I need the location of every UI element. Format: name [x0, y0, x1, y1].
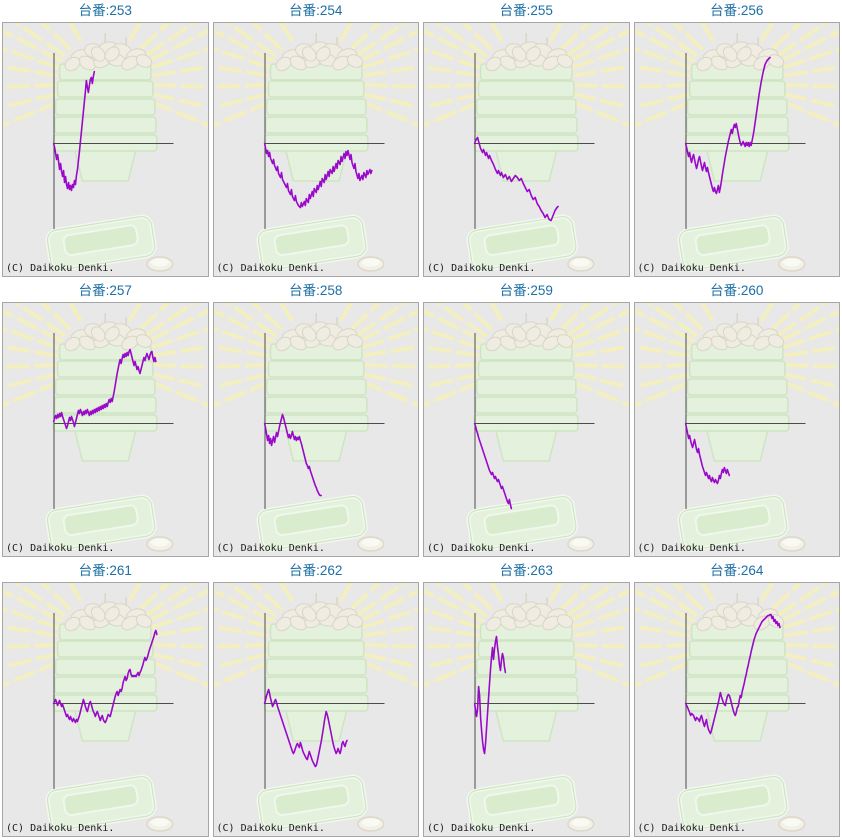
copyright-label: (C) Daikoku Denki. — [6, 823, 115, 834]
copyright-label: (C) Daikoku Denki. — [6, 263, 115, 274]
watermark-illustration — [3, 303, 208, 552]
payout-graph — [634, 583, 839, 832]
payout-line — [473, 422, 513, 510]
copyright-label: (C) Daikoku Denki. — [427, 263, 536, 274]
payout-line — [473, 136, 559, 222]
machine-title: 台番:255 — [499, 3, 553, 18]
machine-title: 台番:254 — [289, 3, 343, 18]
machine-cell-255: 台番:255 (C) Daikoku Denki. — [421, 0, 632, 280]
payout-graph — [3, 23, 208, 272]
machine-cell-257: 台番:257 (C) Daikoku Denki. — [0, 280, 211, 560]
copyright-label: (C) Daikoku Denki. — [216, 263, 325, 274]
payout-line — [684, 56, 771, 195]
copyright-label: (C) Daikoku Denki. — [637, 263, 746, 274]
payout-graph — [634, 23, 839, 272]
machine-title: 台番:264 — [710, 563, 764, 578]
graph-panel: (C) Daikoku Denki. — [423, 302, 630, 557]
graph-panel: (C) Daikoku Denki. — [2, 22, 209, 277]
copyright-label: (C) Daikoku Denki. — [427, 543, 536, 554]
machine-cell-261: 台番:261 (C) Daikoku Denki. — [0, 560, 211, 840]
payout-line — [473, 635, 507, 755]
payout-line — [263, 413, 322, 497]
payout-line — [52, 348, 157, 430]
copyright-label: (C) Daikoku Denki. — [216, 543, 325, 554]
watermark-illustration — [213, 23, 418, 272]
watermark-illustration — [634, 303, 839, 552]
graph-panel: (C) Daikoku Denki. — [2, 302, 209, 557]
machine-cell-259: 台番:259 (C) Daikoku Denki. — [421, 280, 632, 560]
graph-panel: (C) Daikoku Denki. — [423, 22, 630, 277]
watermark-illustration — [213, 303, 418, 552]
machine-title: 台番:261 — [78, 563, 132, 578]
machine-cell-254: 台番:254 (C) Daikoku Denki. — [211, 0, 422, 280]
copyright-label: (C) Daikoku Denki. — [427, 823, 536, 834]
graph-panel: (C) Daikoku Denki. — [212, 302, 419, 557]
payout-line — [52, 70, 96, 192]
machine-title: 台番:259 — [499, 283, 553, 298]
machine-cell-253: 台番:253 (C) Daikoku Denki. — [0, 0, 211, 280]
graph-panel: (C) Daikoku Denki. — [212, 582, 419, 837]
watermark-illustration — [3, 23, 208, 272]
machine-title: 台番:253 — [78, 3, 132, 18]
machine-cell-264: 台番:264 (C) Daikoku Denki. — [632, 560, 842, 840]
machine-title: 台番:257 — [78, 283, 132, 298]
graph-panel: (C) Daikoku Denki. — [633, 22, 840, 277]
payout-line — [684, 422, 730, 485]
machine-title: 台番:262 — [289, 563, 343, 578]
machine-cell-260: 台番:260 (C) Daikoku Denki. — [632, 280, 842, 560]
watermark-illustration — [634, 583, 839, 832]
payout-line — [684, 613, 781, 735]
payout-graph — [213, 583, 418, 832]
machine-cell-256: 台番:256 (C) Daikoku Denki. — [632, 0, 842, 280]
payout-graph — [424, 583, 629, 832]
payout-graph — [213, 303, 418, 552]
copyright-label: (C) Daikoku Denki. — [637, 543, 746, 554]
watermark-illustration — [634, 23, 839, 272]
graph-panel: (C) Daikoku Denki. — [212, 22, 419, 277]
graph-panel: (C) Daikoku Denki. — [2, 582, 209, 837]
payout-line — [263, 688, 348, 768]
machine-title: 台番:263 — [499, 563, 553, 578]
payout-graph — [424, 303, 629, 552]
watermark-illustration — [213, 583, 418, 832]
copyright-label: (C) Daikoku Denki. — [637, 823, 746, 834]
payout-graph — [634, 303, 839, 552]
watermark-illustration — [424, 303, 629, 552]
watermark-illustration — [424, 583, 629, 832]
machine-cell-262: 台番:262 (C) Daikoku Denki. — [211, 560, 422, 840]
machine-title: 台番:260 — [710, 283, 764, 298]
payout-graph — [3, 583, 208, 832]
payout-line — [52, 629, 158, 724]
payout-line — [263, 142, 373, 209]
machine-title: 台番:256 — [710, 3, 764, 18]
watermark-illustration — [424, 23, 629, 272]
watermark-illustration — [3, 583, 208, 832]
copyright-label: (C) Daikoku Denki. — [216, 823, 325, 834]
machine-title: 台番:258 — [289, 283, 343, 298]
payout-graph — [3, 303, 208, 552]
payout-graph — [213, 23, 418, 272]
graph-panel: (C) Daikoku Denki. — [633, 582, 840, 837]
machine-cell-258: 台番:258 (C) Daikoku Denki. — [211, 280, 422, 560]
machine-cell-263: 台番:263 (C) Daikoku Denki. — [421, 560, 632, 840]
graph-panel: (C) Daikoku Denki. — [633, 302, 840, 557]
payout-graph — [424, 23, 629, 272]
graph-panel: (C) Daikoku Denki. — [423, 582, 630, 837]
copyright-label: (C) Daikoku Denki. — [6, 543, 115, 554]
